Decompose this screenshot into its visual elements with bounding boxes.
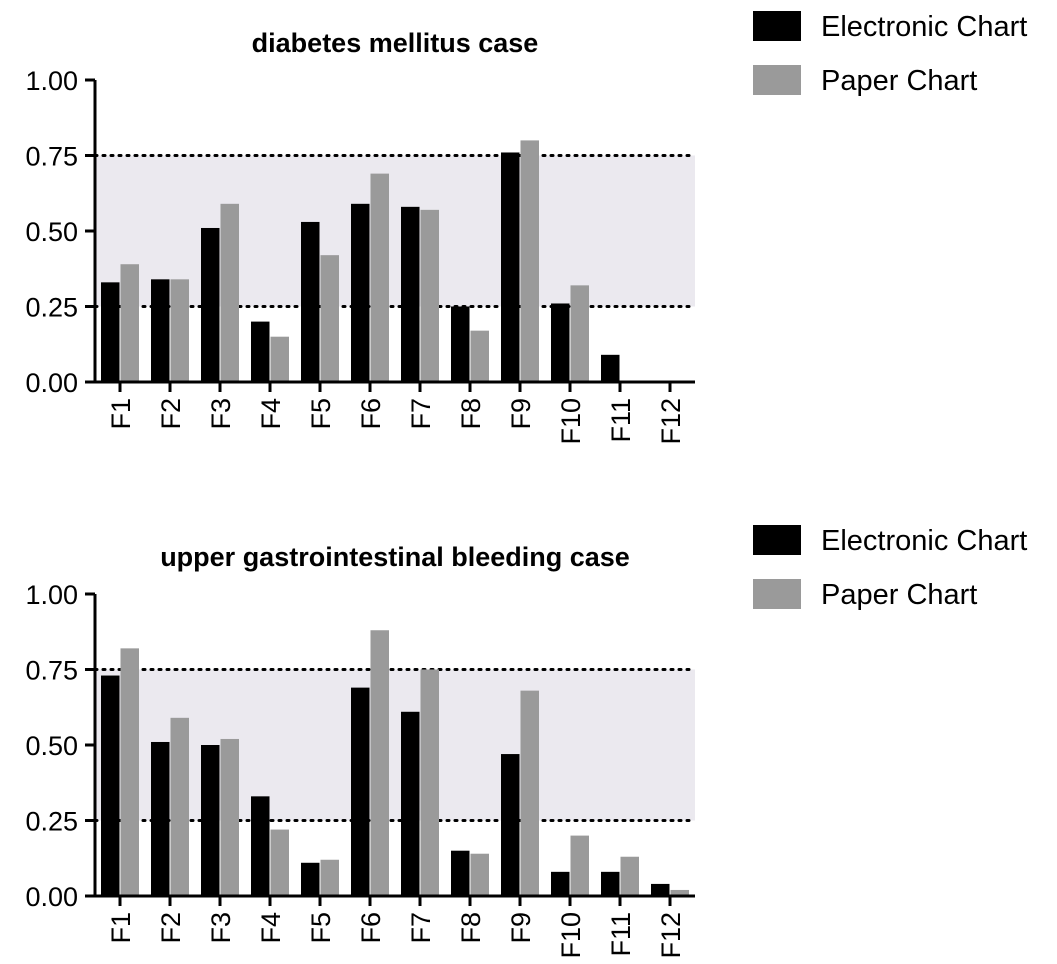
bar-electronic-F4 [251,796,270,896]
x-tick-label-F10: F10 [556,912,586,959]
bar-electronic-F7 [401,711,420,896]
bar-paper-F4 [270,336,289,382]
y-tick-label: 0.75 [25,656,78,686]
bar-paper-F2 [170,279,189,382]
bar-electronic-F6 [351,687,370,896]
legend-swatch-paper [753,579,801,609]
x-tick-label-F2: F2 [156,398,186,430]
chart-title: diabetes mellitus case [252,28,539,58]
y-tick-label: 0.00 [25,882,78,912]
bar-paper-F9 [520,690,539,896]
y-tick-label: 1.00 [25,66,78,96]
x-tick-label-F10: F10 [556,398,586,445]
chart-title: upper gastrointestinal bleeding case [160,542,630,572]
bar-electronic-F2 [151,741,170,896]
shaded-band [95,669,695,821]
x-tick-label-F6: F6 [356,398,386,430]
bar-paper-F7 [420,209,439,382]
y-tick-label: 0.50 [25,217,78,247]
x-tick-label-F5: F5 [306,398,336,430]
bar-electronic-F11 [601,871,620,896]
bar-paper-F12 [670,889,689,896]
x-tick-label-F6: F6 [356,912,386,944]
bar-paper-F6 [370,630,389,896]
bar-paper-F10 [570,285,589,382]
legend-swatch-electronic [753,11,801,41]
bar-electronic-F5 [301,862,320,896]
bar-electronic-F8 [451,850,470,896]
chart-diabetes-mellitus: diabetes mellitus case 0.00 0.25 0.50 0.75 1.… [25,11,1027,445]
legend-label-paper: Paper Chart [821,579,977,611]
x-tick-label-F8: F8 [456,912,486,944]
bar-paper-F8 [470,330,489,382]
bar-paper-F8 [470,853,489,896]
x-tick-label-F5: F5 [306,912,336,944]
bar-electronic-F3 [201,227,220,382]
x-tick-label-F8: F8 [456,398,486,430]
chart-upper-gi-bleeding: upper gastrointestinal bleeding case 0.00… [25,525,1027,959]
y-tick-label: 1.00 [25,580,78,610]
bar-paper-F5 [320,859,339,896]
bar-paper-F6 [370,173,389,382]
bar-electronic-F12 [651,883,670,896]
bar-electronic-F1 [101,675,120,896]
bar-paper-F4 [270,829,289,896]
bar-paper-F1 [120,648,139,896]
x-tick-label-F9: F9 [506,398,536,430]
bar-electronic-F4 [251,321,270,382]
legend-label-paper: Paper Chart [821,65,977,97]
x-tick-label-F3: F3 [206,912,236,944]
bar-paper-F11 [620,856,639,896]
x-tick-label-F4: F4 [256,912,286,944]
bar-paper-F10 [570,835,589,896]
y-tick-label: 0.25 [25,807,78,837]
bar-electronic-F11 [601,354,620,382]
bar-electronic-F10 [551,871,570,896]
bar-paper-F3 [220,203,239,382]
x-tick-label-F2: F2 [156,912,186,944]
legend-swatch-paper [753,65,801,95]
bar-electronic-F3 [201,745,220,896]
x-tick-label-F1: F1 [106,912,136,944]
x-tick-label-F4: F4 [256,398,286,430]
bar-paper-F2 [170,717,189,896]
y-tick-label: 0.25 [25,293,78,323]
bar-electronic-F10 [551,303,570,382]
x-tick-label-F7: F7 [406,912,436,944]
bar-electronic-F7 [401,206,420,382]
x-tick-label-F3: F3 [206,398,236,430]
y-tick-label: 0.00 [25,368,78,398]
x-tick-label-F1: F1 [106,398,136,430]
bar-paper-F3 [220,738,239,896]
bar-paper-F5 [320,255,339,382]
y-tick-label: 0.75 [25,142,78,172]
bar-electronic-F9 [501,754,520,896]
bar-paper-F1 [120,264,139,382]
x-tick-label-F12: F12 [656,912,686,959]
x-tick-label-F11: F11 [606,398,636,443]
legend-label-electronic: Electronic Chart [821,525,1027,557]
bar-paper-F9 [520,140,539,382]
bar-electronic-F6 [351,203,370,382]
bar-electronic-F8 [451,306,470,382]
legend-swatch-electronic [753,525,801,555]
x-tick-label-F11: F11 [606,912,636,957]
bar-electronic-F9 [501,152,520,382]
y-tick-label: 0.50 [25,731,78,761]
x-tick-label-F12: F12 [656,398,686,445]
legend-label-electronic: Electronic Chart [821,11,1027,43]
bar-electronic-F5 [301,221,320,382]
bar-paper-F7 [420,669,439,896]
shaded-band [95,155,695,307]
x-tick-label-F9: F9 [506,912,536,944]
bar-electronic-F1 [101,282,120,382]
bar-electronic-F2 [151,279,170,382]
x-tick-label-F7: F7 [406,398,436,430]
